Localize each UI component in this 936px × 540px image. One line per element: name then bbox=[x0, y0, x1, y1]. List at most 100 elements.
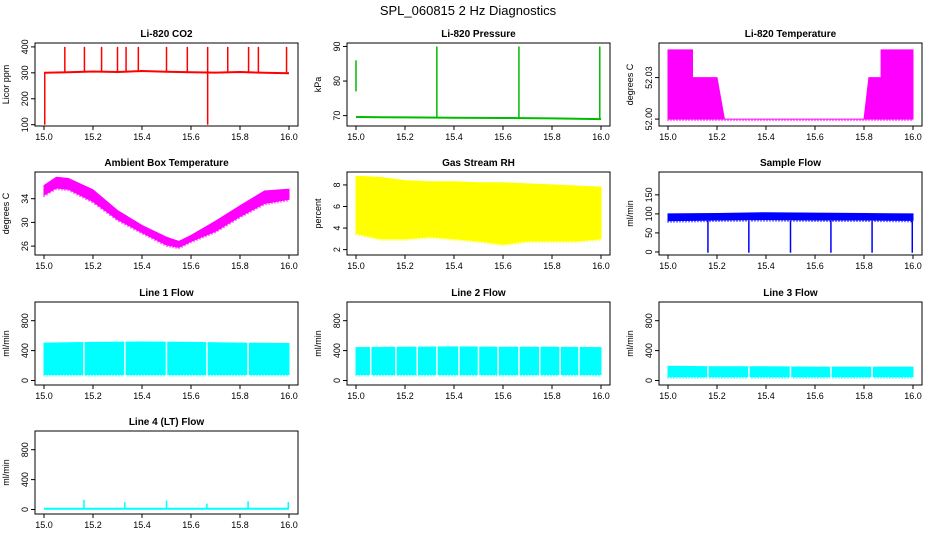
panel-title: Line 3 Flow bbox=[763, 288, 818, 299]
panel-title: Li-820 CO2 bbox=[140, 29, 193, 40]
y-tick-label: 8 bbox=[332, 182, 342, 187]
x-tick-label: 15.4 bbox=[133, 132, 151, 142]
y-axis-label: ml/min bbox=[1, 459, 11, 486]
y-tick-label: 100 bbox=[644, 206, 654, 221]
x-tick-label: 15.0 bbox=[35, 520, 53, 530]
y-tick-label: 800 bbox=[332, 313, 342, 328]
x-tick-label: 15.6 bbox=[494, 261, 512, 271]
panel-8: Line 2 Flow ml/min 15.0 15.2 15.4 15.6 15.8 16.… bbox=[313, 288, 611, 401]
x-tick-label: 16.0 bbox=[280, 520, 298, 530]
y-tick-label: 800 bbox=[644, 313, 654, 328]
y-tick-label: 0 bbox=[20, 507, 30, 512]
y-axis-label: ml/min bbox=[625, 200, 635, 227]
x-tick-label: 15.6 bbox=[182, 520, 200, 530]
x-tick-label: 15.6 bbox=[182, 132, 200, 142]
y-tick-label: 300 bbox=[20, 65, 30, 80]
plot-frame bbox=[34, 42, 299, 127]
y-tick-label: 0 bbox=[644, 378, 654, 383]
x-tick-label: 15.4 bbox=[445, 391, 463, 401]
x-tick-label: 15.6 bbox=[182, 261, 200, 271]
x-tick-label: 15.2 bbox=[396, 391, 414, 401]
x-tick-label: 15.8 bbox=[543, 132, 561, 142]
x-tick-label: 16.0 bbox=[904, 391, 922, 401]
y-tick-label: 0 bbox=[20, 378, 30, 383]
x-tick-label: 15.4 bbox=[133, 261, 151, 271]
panel-title: Gas Stream RH bbox=[442, 158, 515, 169]
x-tick-label: 16.0 bbox=[280, 261, 298, 271]
x-tick-label: 16.0 bbox=[592, 261, 610, 271]
plot-frame bbox=[34, 430, 299, 515]
x-tick-label: 15.2 bbox=[84, 132, 102, 142]
x-tick-label: 16.0 bbox=[592, 132, 610, 142]
series-band bbox=[667, 49, 914, 120]
x-tick-label: 15.0 bbox=[347, 132, 365, 142]
panel-title: Sample Flow bbox=[760, 158, 821, 169]
x-tick-label: 15.2 bbox=[84, 261, 102, 271]
panel-5: Gas Stream RH percent 15.0 15.2 15.4 15.6 15.8… bbox=[313, 158, 611, 271]
x-tick-label: 15.0 bbox=[35, 391, 53, 401]
x-tick-label: 15.8 bbox=[231, 391, 249, 401]
x-tick-label: 15.4 bbox=[445, 261, 463, 271]
x-tick-label: 15.4 bbox=[133, 391, 151, 401]
y-tick-label: 150 bbox=[644, 187, 654, 202]
plot-frame bbox=[34, 171, 299, 256]
x-tick-label: 15.6 bbox=[806, 132, 824, 142]
panel-6: Sample Flow ml/min 15.0 15.2 15.4 15.6 15.8 16.… bbox=[625, 158, 923, 271]
y-tick-label: 52.03 bbox=[644, 66, 654, 89]
y-tick-label: 0 bbox=[644, 249, 654, 254]
x-tick-label: 15.2 bbox=[396, 132, 414, 142]
y-tick-label: 400 bbox=[20, 472, 30, 487]
y-tick-label: 52.00 bbox=[644, 108, 654, 131]
x-tick-label: 15.6 bbox=[182, 391, 200, 401]
panel-title: Ambient Box Temperature bbox=[104, 158, 229, 169]
y-tick-label: 2 bbox=[332, 247, 342, 252]
panel-2: Li-820 Pressure kPa 15.0 15.2 15.4 15.6 15.8 16… bbox=[313, 29, 611, 142]
y-tick-label: 4 bbox=[332, 226, 342, 231]
x-tick-label: 16.0 bbox=[904, 132, 922, 142]
panel-title: Li-820 Pressure bbox=[441, 29, 516, 40]
panel-9: Line 3 Flow ml/min 15.0 15.2 15.4 15.6 15.8 16.… bbox=[625, 288, 923, 401]
series-band bbox=[43, 176, 290, 248]
x-tick-label: 15.8 bbox=[855, 261, 873, 271]
y-tick-label: 800 bbox=[20, 313, 30, 328]
y-tick-label: 400 bbox=[20, 39, 30, 54]
panel-title: Li-820 Temperature bbox=[745, 29, 837, 40]
plot-frame bbox=[346, 301, 611, 386]
x-tick-label: 15.6 bbox=[494, 391, 512, 401]
y-tick-label: 80 bbox=[332, 76, 342, 86]
y-tick-label: 0 bbox=[332, 378, 342, 383]
x-tick-label: 15.0 bbox=[659, 132, 677, 142]
y-axis-label: ml/min bbox=[1, 330, 11, 357]
y-tick-label: 34 bbox=[20, 194, 30, 204]
panel-10: Line 4 (LT) Flow ml/min 15.0 15.2 15.4 15.6 15… bbox=[1, 417, 299, 530]
y-tick-label: 6 bbox=[332, 204, 342, 209]
y-axis-label: percent bbox=[313, 198, 323, 229]
y-axis-label: ml/min bbox=[313, 330, 323, 357]
x-tick-label: 16.0 bbox=[280, 132, 298, 142]
y-axis-label: degrees C bbox=[1, 192, 11, 234]
x-tick-label: 15.8 bbox=[543, 391, 561, 401]
y-axis-label: Licor ppm bbox=[1, 65, 11, 105]
x-tick-label: 15.0 bbox=[659, 391, 677, 401]
y-tick-label: 26 bbox=[20, 241, 30, 251]
y-tick-label: 800 bbox=[20, 442, 30, 457]
figure-title: SPL_060815 2 Hz Diagnostics bbox=[379, 3, 557, 18]
x-tick-label: 15.8 bbox=[855, 132, 873, 142]
x-tick-label: 15.2 bbox=[396, 261, 414, 271]
x-tick-label: 15.8 bbox=[231, 132, 249, 142]
y-tick-label: 30 bbox=[20, 217, 30, 227]
y-axis-label: degrees C bbox=[625, 63, 635, 105]
x-tick-label: 16.0 bbox=[592, 391, 610, 401]
panel-title: Line 1 Flow bbox=[139, 288, 194, 299]
x-tick-label: 15.2 bbox=[708, 132, 726, 142]
x-tick-label: 15.8 bbox=[855, 391, 873, 401]
x-tick-label: 15.0 bbox=[35, 261, 53, 271]
x-tick-label: 15.0 bbox=[35, 132, 53, 142]
x-tick-label: 15.4 bbox=[445, 132, 463, 142]
y-tick-label: 100 bbox=[20, 117, 30, 132]
x-tick-label: 15.4 bbox=[757, 132, 775, 142]
x-tick-label: 15.0 bbox=[347, 391, 365, 401]
y-axis-label: ml/min bbox=[625, 330, 635, 357]
y-tick-label: 400 bbox=[644, 343, 654, 358]
y-tick-label: 70 bbox=[332, 111, 342, 121]
